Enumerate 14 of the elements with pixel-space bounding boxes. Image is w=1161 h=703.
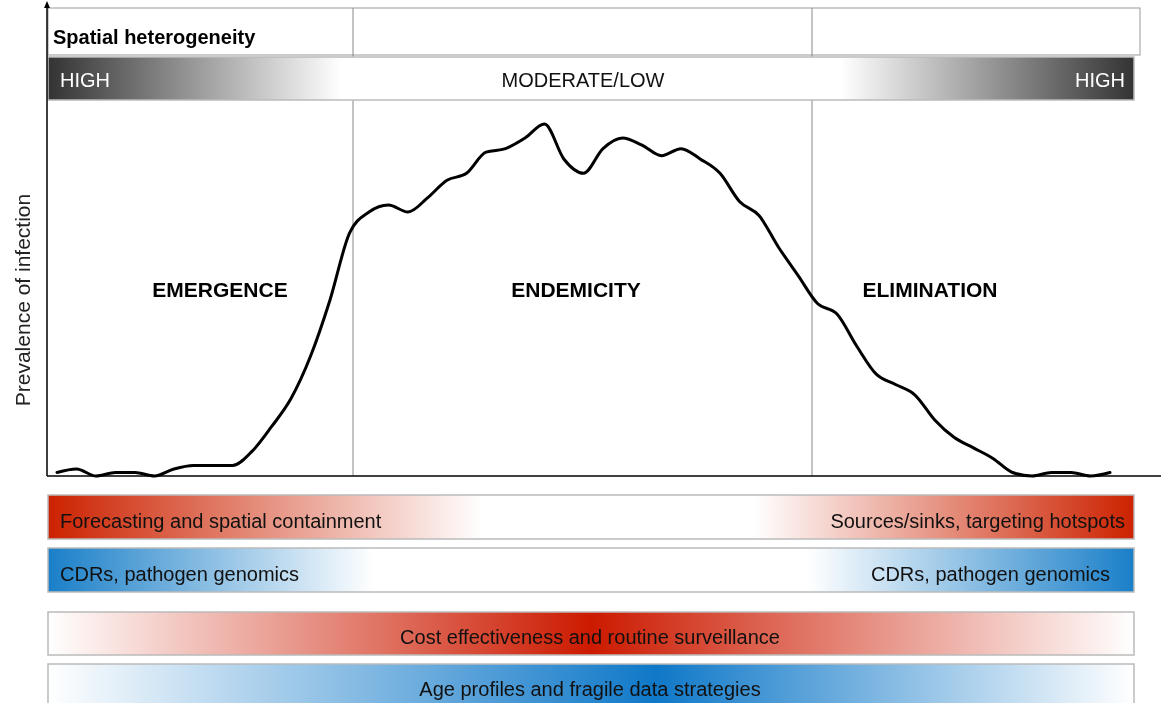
text: Forecasting and spatial containment	[60, 510, 382, 532]
annotation: EMERGENCE	[152, 278, 288, 301]
text: MODERATE/LOW	[501, 69, 665, 91]
text: Age profiles and fragile data strategies	[419, 678, 761, 700]
annotation: ELIMINATION	[862, 278, 998, 301]
text: CDRs, pathogen genomics	[60, 563, 300, 585]
annotation: ENDEMICITY	[511, 278, 641, 301]
source-note: Sources/sinks, targeting hotspots	[830, 510, 1125, 532]
text: Cost effectiveness and routine surveillance	[400, 626, 780, 648]
text: HIGH	[60, 69, 110, 91]
text: CDRs, pathogen genomics	[870, 563, 1110, 585]
text: Spatial heterogeneity	[53, 26, 257, 48]
y-axis-title: Prevalence of infection	[11, 193, 34, 407]
text: HIGH	[1075, 69, 1125, 91]
